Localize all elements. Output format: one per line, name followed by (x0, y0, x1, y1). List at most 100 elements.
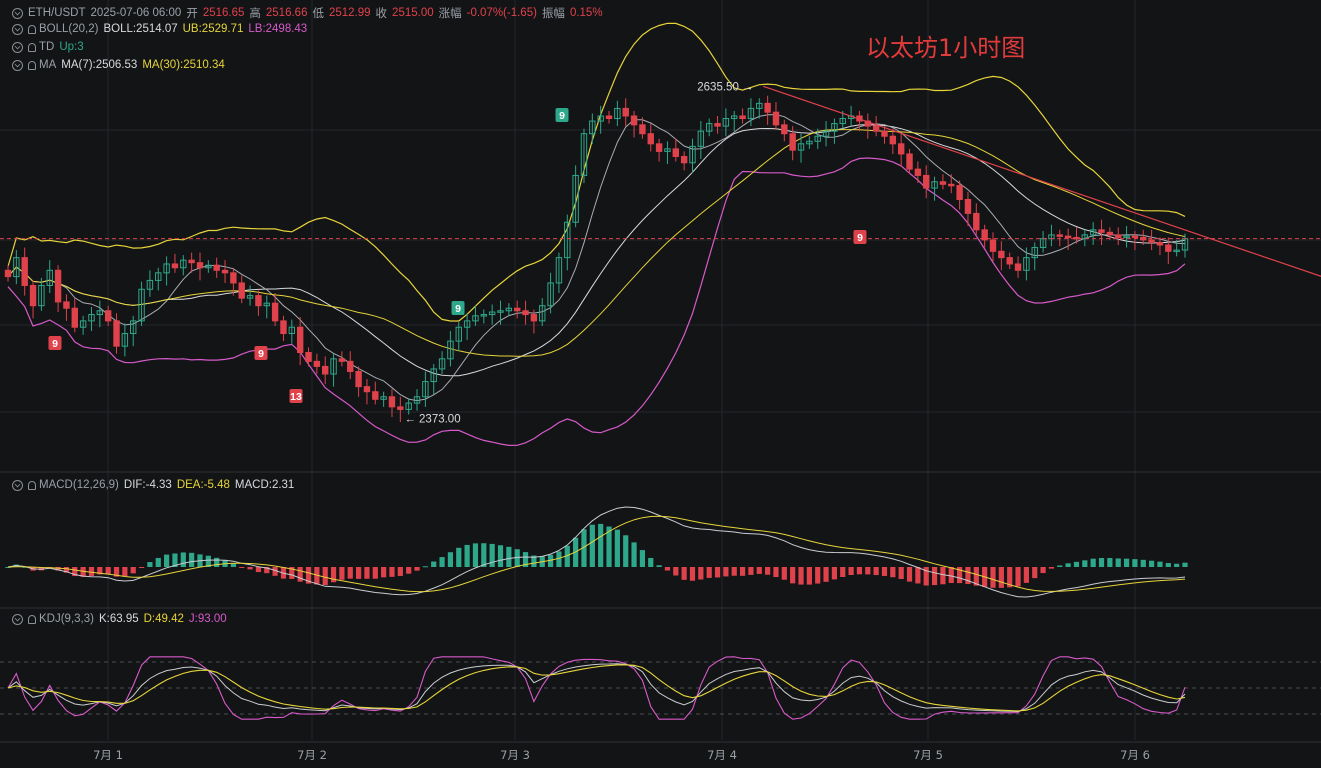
candle (171, 253, 179, 273)
candle-body (956, 185, 963, 200)
macd-bar (138, 567, 145, 568)
candle (1056, 229, 1063, 247)
candle (897, 133, 905, 167)
bell-icon[interactable] (28, 60, 36, 70)
candle-body (38, 284, 45, 307)
candle-body (88, 314, 95, 322)
macd-bar (22, 566, 28, 568)
macd-bar (915, 567, 921, 584)
candle (330, 353, 337, 387)
candle-body (63, 301, 70, 309)
open-value: 2516.65 (202, 7, 245, 19)
macd-bar (748, 567, 754, 575)
visibility-toggle-icon[interactable] (12, 41, 23, 53)
candle-body (447, 340, 454, 360)
macd-bar (965, 567, 971, 585)
macd-dea-value: DEA:-5.48 (176, 479, 230, 491)
candle (639, 117, 646, 139)
visibility-toggle-icon[interactable] (12, 23, 23, 35)
bell-icon[interactable] (28, 42, 36, 52)
macd-bar (322, 567, 328, 585)
candle-body (1056, 234, 1063, 237)
open-label: 开 (186, 8, 198, 20)
candle (338, 351, 346, 367)
candle-body (1014, 263, 1022, 271)
candle-body (213, 264, 220, 271)
boll-upper-band (7, 22, 1186, 322)
candle-body (789, 133, 796, 151)
resistance-trendline (763, 85, 1321, 277)
high-label: 高 (249, 8, 261, 20)
macd-bar (506, 546, 512, 567)
macd-bar (406, 567, 412, 574)
macd-bar (1057, 565, 1063, 567)
visibility-toggle-icon[interactable] (12, 613, 23, 625)
macd-bar (172, 553, 178, 567)
candle-body (814, 135, 821, 142)
candle (255, 290, 262, 316)
candle-body (647, 133, 654, 145)
candle-body (697, 130, 705, 147)
candle (1031, 242, 1038, 271)
td-count-badge: 9 (555, 108, 569, 122)
candle-body (355, 370, 362, 388)
visibility-toggle-icon[interactable] (12, 479, 23, 491)
candle (121, 323, 129, 357)
candle (1156, 237, 1164, 256)
candle-body (881, 130, 888, 137)
candle (38, 277, 45, 311)
macd-bar (381, 567, 387, 578)
candle (864, 113, 871, 139)
macd-bar (164, 554, 170, 567)
kdj-d-value: D:49.42 (143, 613, 184, 625)
candle (539, 298, 546, 326)
candle (789, 126, 796, 161)
candle (54, 265, 62, 313)
candle-body (29, 284, 37, 307)
candle-body (1123, 235, 1130, 239)
candle-body (764, 102, 771, 113)
candle (104, 305, 112, 326)
macd-bar (113, 567, 120, 577)
macd-bar (1015, 567, 1021, 587)
td-badge-bg (48, 336, 62, 350)
candle-body (271, 302, 279, 322)
candle-body (672, 148, 680, 157)
candle (230, 267, 237, 296)
candle-body (605, 115, 613, 120)
candle (939, 174, 947, 190)
macd-bar (648, 557, 654, 567)
candle (1006, 252, 1013, 270)
candle (1089, 222, 1097, 245)
candle (973, 203, 980, 235)
candle-body (914, 168, 922, 176)
candle-body (372, 391, 379, 400)
td-badge-bg (853, 230, 867, 244)
macd-bar (564, 545, 570, 567)
bell-icon[interactable] (28, 614, 36, 624)
visibility-toggle-icon[interactable] (12, 59, 23, 71)
macd-bar (589, 524, 595, 567)
td-count-badge: 9 (254, 346, 268, 360)
candle-body (121, 333, 129, 347)
macd-bar (739, 567, 746, 576)
candle-body (104, 310, 112, 322)
candle (413, 389, 421, 411)
visibility-toggle-icon[interactable] (12, 7, 23, 19)
candle (447, 331, 454, 367)
bell-icon[interactable] (28, 480, 36, 490)
macd-bar (681, 567, 687, 580)
candle (397, 396, 404, 423)
close-label: 收 (375, 8, 388, 20)
candle (205, 260, 212, 273)
candle-body (998, 250, 1005, 259)
candle (305, 347, 312, 367)
macd-bar (773, 567, 779, 578)
macd-bar (731, 567, 737, 576)
candle-body (989, 239, 997, 252)
candle (689, 138, 696, 173)
candle (672, 138, 680, 162)
candle-body (255, 295, 262, 307)
bell-icon[interactable] (28, 24, 36, 34)
